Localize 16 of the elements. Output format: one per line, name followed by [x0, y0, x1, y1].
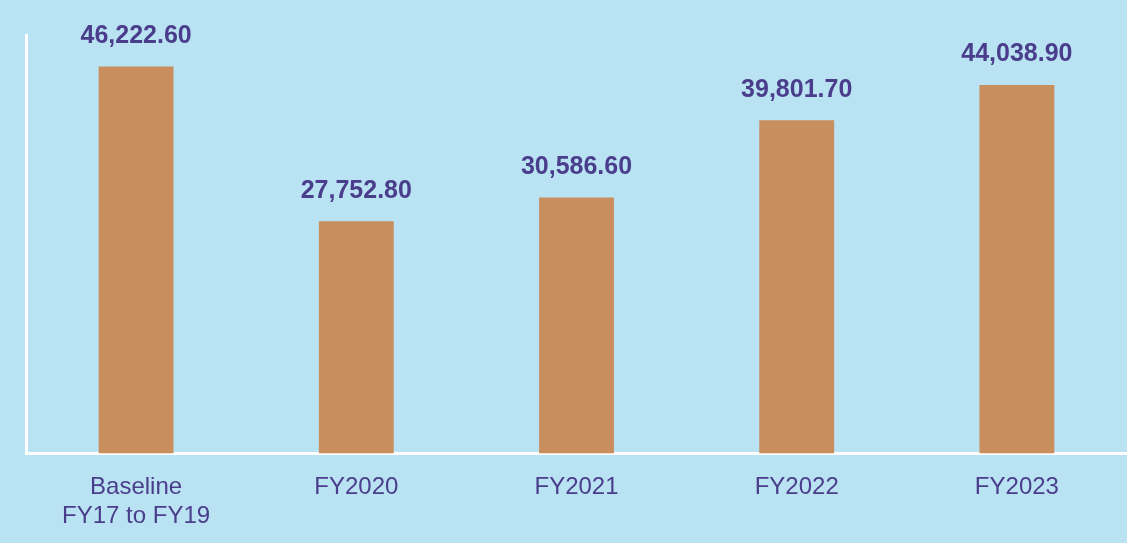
x-tick-label: FY2020: [314, 472, 399, 500]
bar: [98, 66, 174, 454]
bar: [759, 120, 835, 454]
x-tick-label: FY2022: [754, 472, 839, 500]
category-label: Baseline: [90, 472, 183, 500]
data-label: 27,752.80: [300, 174, 412, 203]
data-label: 30,586.60: [520, 150, 633, 179]
x-tick-label: FY2023: [974, 472, 1059, 500]
data-label: 46,222.60: [80, 20, 192, 48]
bar: [318, 221, 394, 454]
data-label: 39,801.70: [741, 73, 853, 102]
data-label: 44,038.90: [961, 38, 1073, 67]
bar: [979, 84, 1055, 454]
x-tick-label: FY2021: [534, 472, 619, 500]
category-label: FY17 to FY19: [62, 501, 211, 529]
bar: [539, 197, 614, 454]
